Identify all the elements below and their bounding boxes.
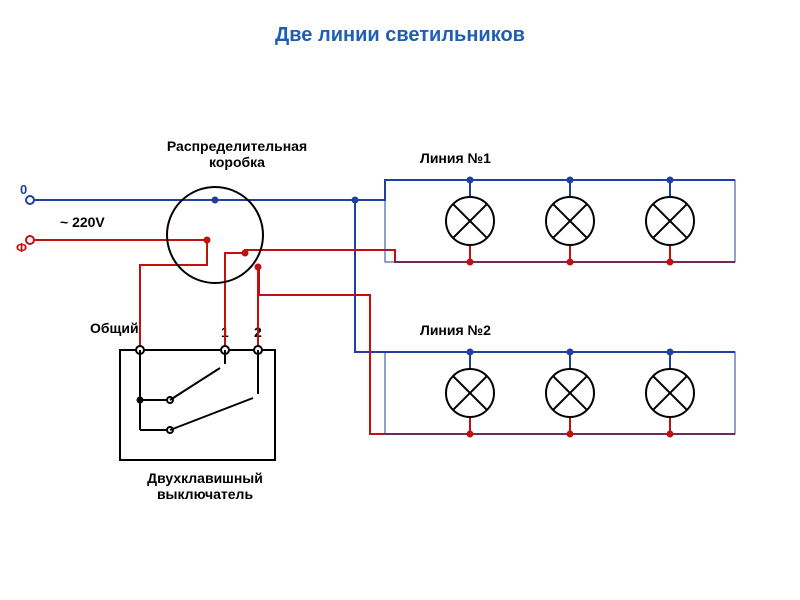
wiring-diagram bbox=[0, 0, 800, 600]
